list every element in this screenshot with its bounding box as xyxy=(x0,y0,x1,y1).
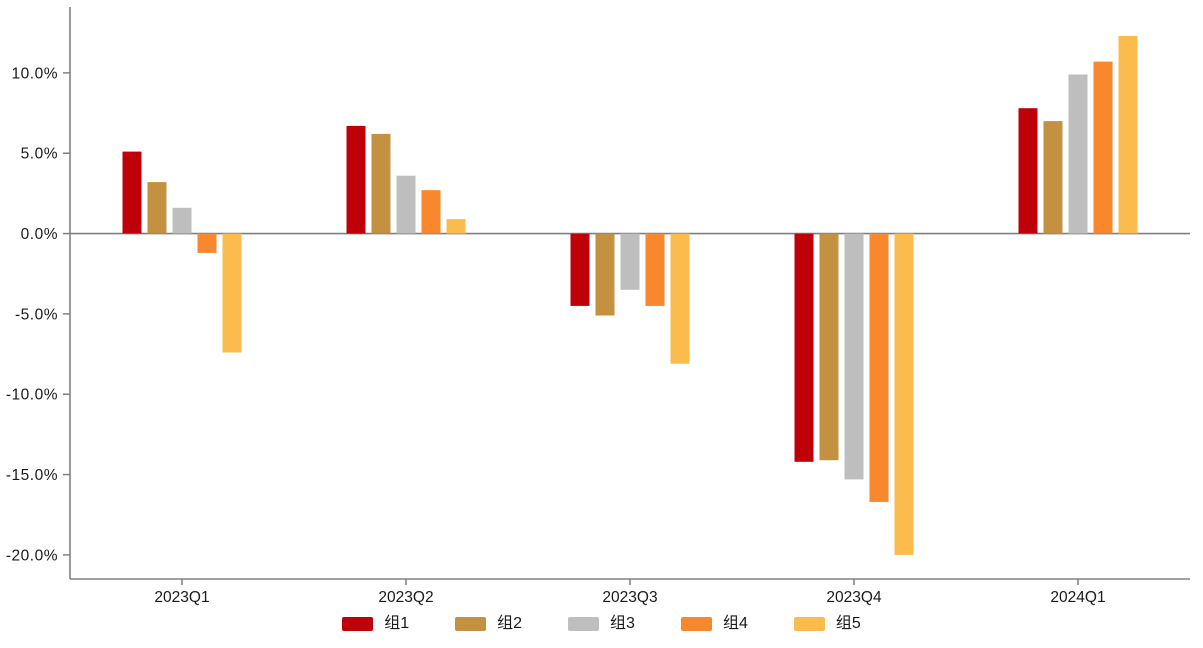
bar-2023Q1-组1 xyxy=(122,151,142,234)
bar-2023Q3-组2 xyxy=(595,233,615,316)
y-tick-label: 10.0% xyxy=(12,65,58,82)
bar-2023Q3-组1 xyxy=(570,233,590,306)
bar-2023Q3-组5 xyxy=(670,233,690,364)
legend-label: 组2 xyxy=(497,615,523,632)
y-tick-label: -5.0% xyxy=(15,306,58,323)
legend-swatch-组4 xyxy=(680,617,712,631)
legend-item-组5: 组5 xyxy=(793,615,861,632)
bar-2023Q1-组3 xyxy=(172,207,192,234)
x-tick-label: 2024Q1 xyxy=(1050,589,1105,606)
bar-2023Q3-组3 xyxy=(620,233,640,290)
x-tick-label: 2023Q3 xyxy=(602,589,657,606)
x-tick-label: 2023Q1 xyxy=(154,589,209,606)
y-tick-label: -20.0% xyxy=(6,547,58,564)
x-tick-label: 2023Q2 xyxy=(378,589,433,606)
legend-swatch-组5 xyxy=(793,617,825,631)
bar-2024Q1-组3 xyxy=(1068,74,1088,234)
bar-2024Q1-组4 xyxy=(1093,61,1113,234)
bar-2023Q4-组3 xyxy=(844,233,864,480)
y-tick-label: -10.0% xyxy=(6,387,58,404)
legend-label: 组3 xyxy=(610,615,635,632)
bar-2023Q4-组2 xyxy=(819,233,839,461)
legend-label: 组5 xyxy=(835,615,861,632)
bar-2023Q2-组2 xyxy=(371,133,391,234)
legend-item-组3: 组3 xyxy=(568,616,635,632)
legend-swatch-组3 xyxy=(568,617,600,631)
bar-2023Q1-组4 xyxy=(197,233,217,253)
bar-2023Q2-组1 xyxy=(346,125,366,234)
legend-label: 组4 xyxy=(722,615,748,632)
bar-2023Q4-组5 xyxy=(894,233,914,555)
legend-item-组2: 组2 xyxy=(455,616,522,632)
bar-2023Q2-组3 xyxy=(396,175,416,234)
bar-2024Q1-组2 xyxy=(1043,121,1063,234)
chart-legend: 组1 组2 组3 组4 组5 xyxy=(0,616,1203,632)
legend-item-组4: 组4 xyxy=(680,615,748,632)
y-tick-label: -15.0% xyxy=(6,467,58,484)
bar-2023Q3-组4 xyxy=(645,233,665,306)
bar-2023Q4-组1 xyxy=(794,233,814,462)
bar-2024Q1-组1 xyxy=(1018,108,1038,234)
y-tick-label: 0.0% xyxy=(21,226,58,243)
legend-swatch-组2 xyxy=(455,617,487,631)
bar-2024Q1-组5 xyxy=(1118,35,1138,234)
bar-2023Q4-组4 xyxy=(869,233,889,502)
legend-swatch-组1 xyxy=(342,617,374,631)
x-tick-label: 2023Q4 xyxy=(826,589,882,606)
y-tick-label: 5.0% xyxy=(21,146,58,163)
legend-item-组1: 组1 xyxy=(342,616,409,632)
bar-2023Q2-组4 xyxy=(421,190,441,234)
bar-2023Q1-组2 xyxy=(147,182,167,234)
legend-label: 组1 xyxy=(384,615,410,632)
bar-2023Q1-组5 xyxy=(222,233,242,353)
bar-2023Q2-组5 xyxy=(446,219,466,234)
